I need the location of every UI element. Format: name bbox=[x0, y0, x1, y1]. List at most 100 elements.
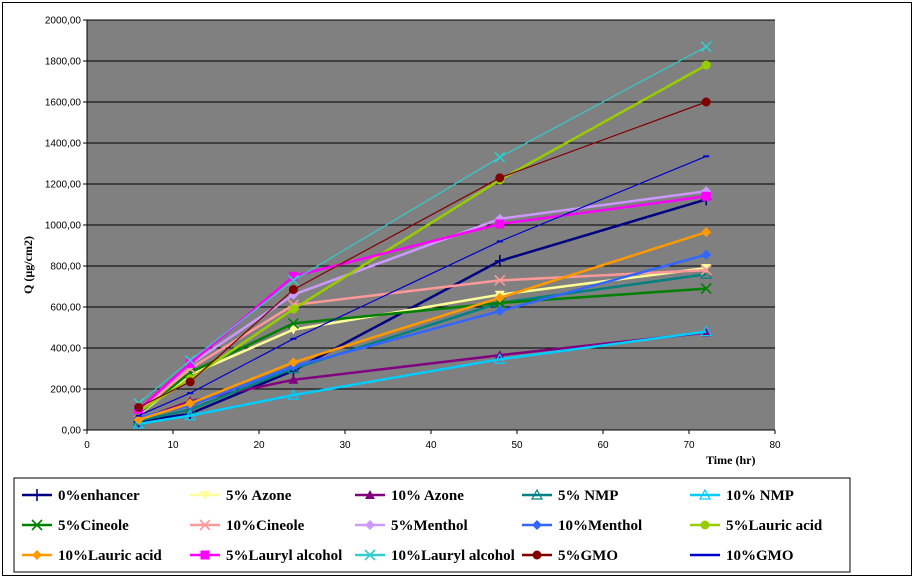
legend-label: 5%Cineole bbox=[58, 518, 129, 534]
series-4 bbox=[132, 325, 713, 429]
x-tick-label: 20 bbox=[253, 440, 265, 451]
data-point bbox=[132, 417, 145, 429]
y-tick-label: 2000,00 bbox=[45, 16, 82, 27]
data-point bbox=[288, 325, 299, 335]
x-tick-label: 80 bbox=[769, 440, 781, 451]
legend-item: 0%enhancer bbox=[22, 488, 140, 504]
legend-swatch-marker bbox=[364, 549, 376, 561]
legend-item: 10%Lauryl alcohol bbox=[355, 548, 515, 564]
y-tick-label: 1200,00 bbox=[45, 180, 82, 191]
data-point bbox=[494, 306, 505, 317]
data-point bbox=[700, 264, 712, 276]
legend-item: 5%Lauric acid bbox=[690, 518, 823, 534]
data-point bbox=[495, 173, 505, 183]
data-point bbox=[185, 358, 195, 368]
y-tick-label: 600,00 bbox=[50, 303, 81, 314]
legend-item: 10%Lauric acid bbox=[22, 548, 162, 564]
legend-swatch-marker bbox=[31, 519, 43, 531]
data-point bbox=[185, 377, 195, 387]
y-tick-label: 0,00 bbox=[62, 426, 82, 437]
data-point bbox=[494, 151, 506, 163]
x-tick-label: 70 bbox=[683, 440, 695, 451]
series-13 bbox=[134, 97, 711, 412]
legend-swatch-marker bbox=[365, 520, 375, 530]
legend-label: 10%Lauric acid bbox=[58, 548, 162, 564]
data-point bbox=[288, 374, 299, 384]
legend-swatch-marker bbox=[199, 519, 211, 531]
data-point bbox=[134, 402, 144, 412]
legend-item: 5% Azone bbox=[190, 488, 292, 504]
x-axis-label: Time (hr) bbox=[706, 453, 755, 467]
legend-item: 10% Azone bbox=[355, 488, 464, 504]
series-10 bbox=[133, 227, 712, 425]
data-point bbox=[494, 292, 505, 303]
legend-swatch-marker bbox=[698, 488, 712, 500]
legend-swatch-marker bbox=[32, 489, 42, 501]
y-tick-label: 1400,00 bbox=[45, 139, 82, 150]
data-point bbox=[701, 97, 711, 107]
y-tick-label: 1000,00 bbox=[45, 221, 82, 232]
legend-label: 5%Menthol bbox=[391, 518, 468, 534]
data-point bbox=[701, 60, 711, 70]
data-point bbox=[185, 398, 196, 409]
data-point bbox=[184, 409, 197, 421]
legend-item: 10%Cineole bbox=[190, 518, 305, 534]
legend-swatch-marker bbox=[365, 490, 375, 499]
chart-border bbox=[2, 2, 912, 576]
y-tick-label: 200,00 bbox=[50, 385, 81, 396]
data-point bbox=[288, 304, 298, 314]
series-12 bbox=[133, 41, 712, 409]
x-tick-label: 10 bbox=[167, 440, 179, 451]
data-point bbox=[288, 357, 299, 368]
data-point bbox=[493, 353, 506, 364]
legend-swatch-marker bbox=[530, 488, 544, 500]
x-axis-ticks: 0 10 20 30 40 50 60 70 80 bbox=[84, 430, 781, 451]
legend-swatch-marker bbox=[700, 520, 710, 530]
legend-label: 5%GMO bbox=[558, 548, 618, 564]
data-point bbox=[287, 317, 299, 329]
legend-item: 10%GMO bbox=[690, 548, 794, 564]
data-point bbox=[288, 271, 298, 281]
legend-label: 10%Lauryl alcohol bbox=[391, 548, 515, 564]
y-tick-label: 800,00 bbox=[50, 262, 81, 273]
legend-item: 5%GMO bbox=[522, 548, 618, 564]
legend-item: 5%Cineole bbox=[22, 518, 129, 534]
data-point bbox=[700, 282, 712, 295]
data-point bbox=[701, 191, 711, 201]
legend-label: 5%Lauric acid bbox=[726, 518, 823, 534]
data-point bbox=[184, 354, 196, 366]
y-tick-label: 1800,00 bbox=[45, 57, 82, 68]
data-point bbox=[287, 388, 300, 400]
legend-label: 5%Lauryl alcohol bbox=[226, 548, 342, 564]
legend-label: 10% NMP bbox=[726, 488, 794, 504]
legend: 0%enhancer 5% Azone 10% Azone 5% NMP 10% NMP… bbox=[22, 488, 823, 564]
legend-label: 10%Menthol bbox=[558, 518, 642, 534]
y-axis-label: Q (µg/cm2) bbox=[21, 236, 35, 294]
x-tick-label: 50 bbox=[511, 440, 523, 451]
data-point bbox=[494, 274, 506, 286]
data-point bbox=[494, 254, 505, 267]
y-tick-label: 400,00 bbox=[50, 344, 81, 355]
legend-label: 5% Azone bbox=[226, 488, 292, 504]
data-point bbox=[495, 219, 505, 229]
legend-item: 5% NMP bbox=[522, 488, 618, 504]
legend-swatch-marker bbox=[532, 550, 542, 560]
legend-label: 0%enhancer bbox=[58, 488, 140, 504]
x-tick-label: 60 bbox=[597, 440, 609, 451]
legend-label: 5% NMP bbox=[558, 488, 618, 504]
legend-label: 10%Cineole bbox=[226, 518, 305, 534]
x-tick-label: 0 bbox=[84, 440, 90, 451]
legend-swatch-marker bbox=[200, 491, 210, 500]
data-point bbox=[288, 285, 298, 295]
data-point bbox=[184, 403, 197, 415]
legend-swatch-marker bbox=[32, 550, 42, 560]
legend-item: 10%Menthol bbox=[522, 518, 642, 534]
data-point bbox=[700, 325, 713, 337]
series-group bbox=[132, 41, 713, 429]
series-14 bbox=[135, 155, 710, 417]
legend-item: 5%Menthol bbox=[355, 518, 468, 534]
legend-swatch-marker bbox=[200, 550, 210, 560]
legend-label: 10% Azone bbox=[391, 488, 464, 504]
